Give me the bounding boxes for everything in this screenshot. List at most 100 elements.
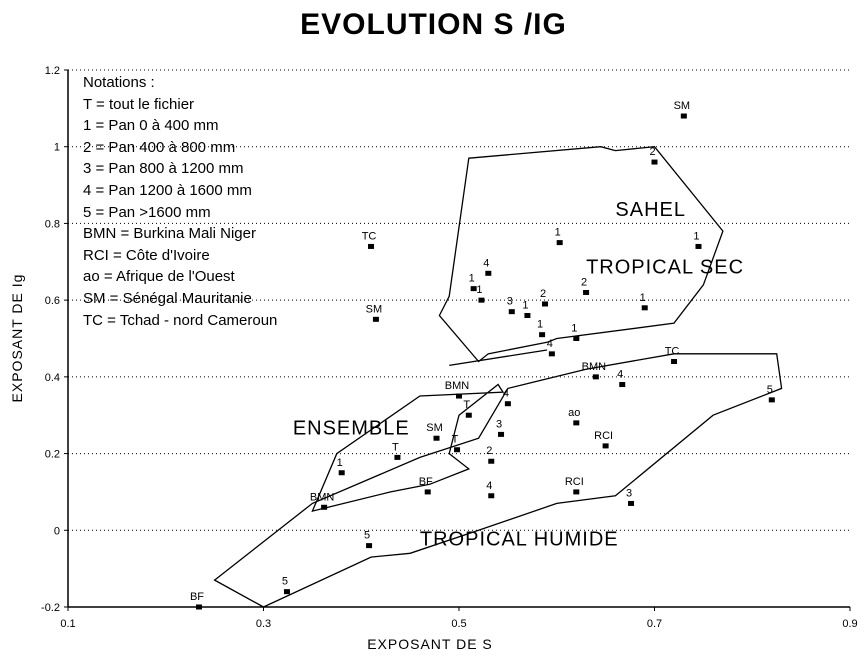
data-point-label: RCI <box>565 476 584 488</box>
data-point <box>465 412 472 418</box>
data-point <box>508 309 515 315</box>
data-point <box>283 589 290 595</box>
data-point <box>504 401 511 407</box>
data-point <box>424 489 431 495</box>
data-point <box>548 351 555 357</box>
data-point-label: 4 <box>486 480 492 492</box>
data-point-label: TC <box>665 346 680 358</box>
legend-entry: SM = Sénégal Mauritanie <box>83 289 252 307</box>
y-tick-label: 0.4 <box>45 372 60 384</box>
data-point-label: TC <box>362 230 377 242</box>
data-point <box>768 397 775 403</box>
region-label: TROPICAL SEC <box>586 256 744 278</box>
y-tick-label: 0.6 <box>45 295 60 307</box>
legend-entry: RCI = Côte d'Ivoire <box>83 246 210 264</box>
envelope-ensemble <box>311 383 505 513</box>
x-tick-label: 0.9 <box>842 618 857 630</box>
y-tick-label: 1 <box>54 142 60 154</box>
data-point-label: RCI <box>594 430 613 442</box>
data-point <box>338 470 345 476</box>
data-point-label: 2 <box>581 276 587 288</box>
chart-title: EVOLUTION S /IG <box>300 8 567 41</box>
x-tick-label: 0.3 <box>256 618 271 630</box>
x-tick-label: 0.5 <box>451 618 466 630</box>
data-point-label: SM <box>674 100 691 112</box>
legend-entry: T = tout le fichier <box>83 95 195 113</box>
data-point-label: 4 <box>617 369 623 381</box>
x-tick-label: 0.7 <box>647 618 662 630</box>
data-point-label: 2 <box>486 445 492 457</box>
data-point <box>641 305 648 311</box>
data-point <box>478 297 485 303</box>
legend-entry: ao = Afrique de l'Ouest <box>83 268 235 286</box>
region-label: ENSEMBLE <box>293 417 410 439</box>
legend-entry: 5 = Pan >1600 mm <box>83 203 211 221</box>
data-point <box>394 454 401 460</box>
envelope-tropical-humide <box>213 353 783 608</box>
data-point <box>524 312 531 318</box>
legend-entry: TC = Tchad - nord Cameroun <box>83 311 278 329</box>
data-point <box>488 458 495 464</box>
data-point-label: T <box>452 434 459 446</box>
data-point-label: T <box>392 441 399 453</box>
data-point-label: 4 <box>503 388 509 400</box>
legend-entry: BMN = Burkina Mali Niger <box>83 225 256 243</box>
data-point-label: SM <box>366 303 383 315</box>
data-point <box>628 500 635 506</box>
region-separator <box>449 349 548 366</box>
x-axis-label: EXPOSANT DE S <box>367 636 493 652</box>
data-point <box>372 316 379 322</box>
data-point-label: 3 <box>507 296 513 308</box>
data-point-label: 5 <box>282 576 288 588</box>
legend-entry: 3 = Pan 800 à 1200 mm <box>83 160 244 178</box>
data-point <box>195 604 202 610</box>
data-point <box>488 493 495 499</box>
data-point-label: 1 <box>337 457 343 469</box>
y-tick-label: 0 <box>54 525 60 537</box>
envelope-sahel-tropical-sec <box>438 146 724 363</box>
region-label: SAHEL <box>615 199 686 221</box>
y-tick-label: 0.2 <box>45 449 60 461</box>
data-point <box>651 159 658 165</box>
data-point-label: 4 <box>483 257 489 269</box>
data-point <box>592 374 599 380</box>
data-point-label: ao <box>568 407 580 419</box>
data-point <box>671 359 678 365</box>
data-point-label: 3 <box>626 487 632 499</box>
data-point-label: 1 <box>555 227 561 239</box>
data-point <box>619 382 626 388</box>
data-point-label: 4 <box>547 338 553 350</box>
data-point-label: 1 <box>571 323 577 335</box>
data-point-label: BMN <box>445 380 470 392</box>
data-point <box>366 543 373 549</box>
legend-entry: 2 = Pan 400 à 800 mm <box>83 138 236 156</box>
data-point <box>456 393 462 399</box>
data-point-label: 2 <box>540 288 546 300</box>
data-point-label: 2 <box>649 146 655 158</box>
data-point-label: 1 <box>476 284 482 296</box>
data-point <box>454 447 461 453</box>
x-tick-label: 0.1 <box>60 618 75 630</box>
data-point-label: 1 <box>469 273 475 285</box>
data-point-label: 5 <box>767 384 773 396</box>
data-point-label: BF <box>190 591 204 603</box>
data-point-label: SM <box>426 422 443 434</box>
y-tick-label: 0.8 <box>45 218 60 230</box>
data-point <box>583 289 590 295</box>
legend-title: Notations : <box>83 74 155 91</box>
data-point <box>695 243 702 249</box>
legend-entry: 1 = Pan 0 à 400 mm <box>83 117 219 135</box>
data-point-label: 1 <box>522 299 528 311</box>
data-point-label: BMN <box>582 361 607 373</box>
data-point <box>498 431 505 437</box>
data-point <box>470 286 477 292</box>
legend-entry: 4 = Pan 1200 à 1600 mm <box>83 181 252 199</box>
data-point <box>539 332 546 338</box>
data-point <box>321 504 328 510</box>
data-point-label: 5 <box>364 530 370 542</box>
data-point-label: 1 <box>537 319 543 331</box>
y-tick-label: -0.2 <box>41 602 60 614</box>
data-point <box>542 301 549 307</box>
data-point-label: T <box>463 399 470 411</box>
